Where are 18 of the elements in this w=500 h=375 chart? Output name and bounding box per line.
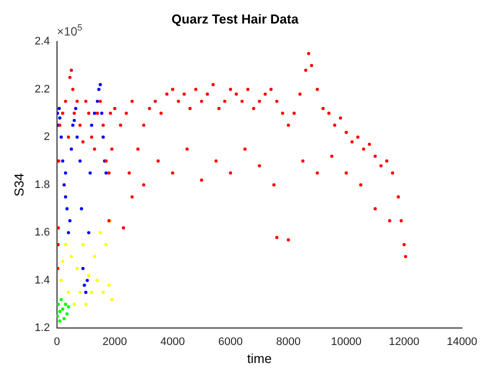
x-axis-title: time xyxy=(247,350,272,366)
y-tick-label: 2.2 xyxy=(34,83,50,96)
x-tick-label: 14000 xyxy=(446,336,478,348)
y-tick-label: 2.4 xyxy=(34,36,50,48)
y-axis-title: S34 xyxy=(11,173,26,196)
chart-title: Quarz Test Hair Data xyxy=(172,11,300,26)
x-tick-label: 8000 xyxy=(276,336,301,348)
y-tick-label: 1.4 xyxy=(34,274,50,286)
x-tick-label: 10000 xyxy=(330,336,362,348)
x-tick-label: 4000 xyxy=(160,336,185,348)
x-tick-label: 2000 xyxy=(102,336,128,348)
y-tick-label: 1.8 xyxy=(34,178,50,191)
x-tick-label: 6000 xyxy=(218,336,243,348)
y-tick-label: 1.6 xyxy=(34,226,50,239)
x-tick-label: 0 xyxy=(54,336,60,348)
y-tick-label: 2 xyxy=(44,131,50,144)
y-tick-label: 1.2 xyxy=(34,322,50,334)
x-tick-label: 12000 xyxy=(388,336,420,348)
